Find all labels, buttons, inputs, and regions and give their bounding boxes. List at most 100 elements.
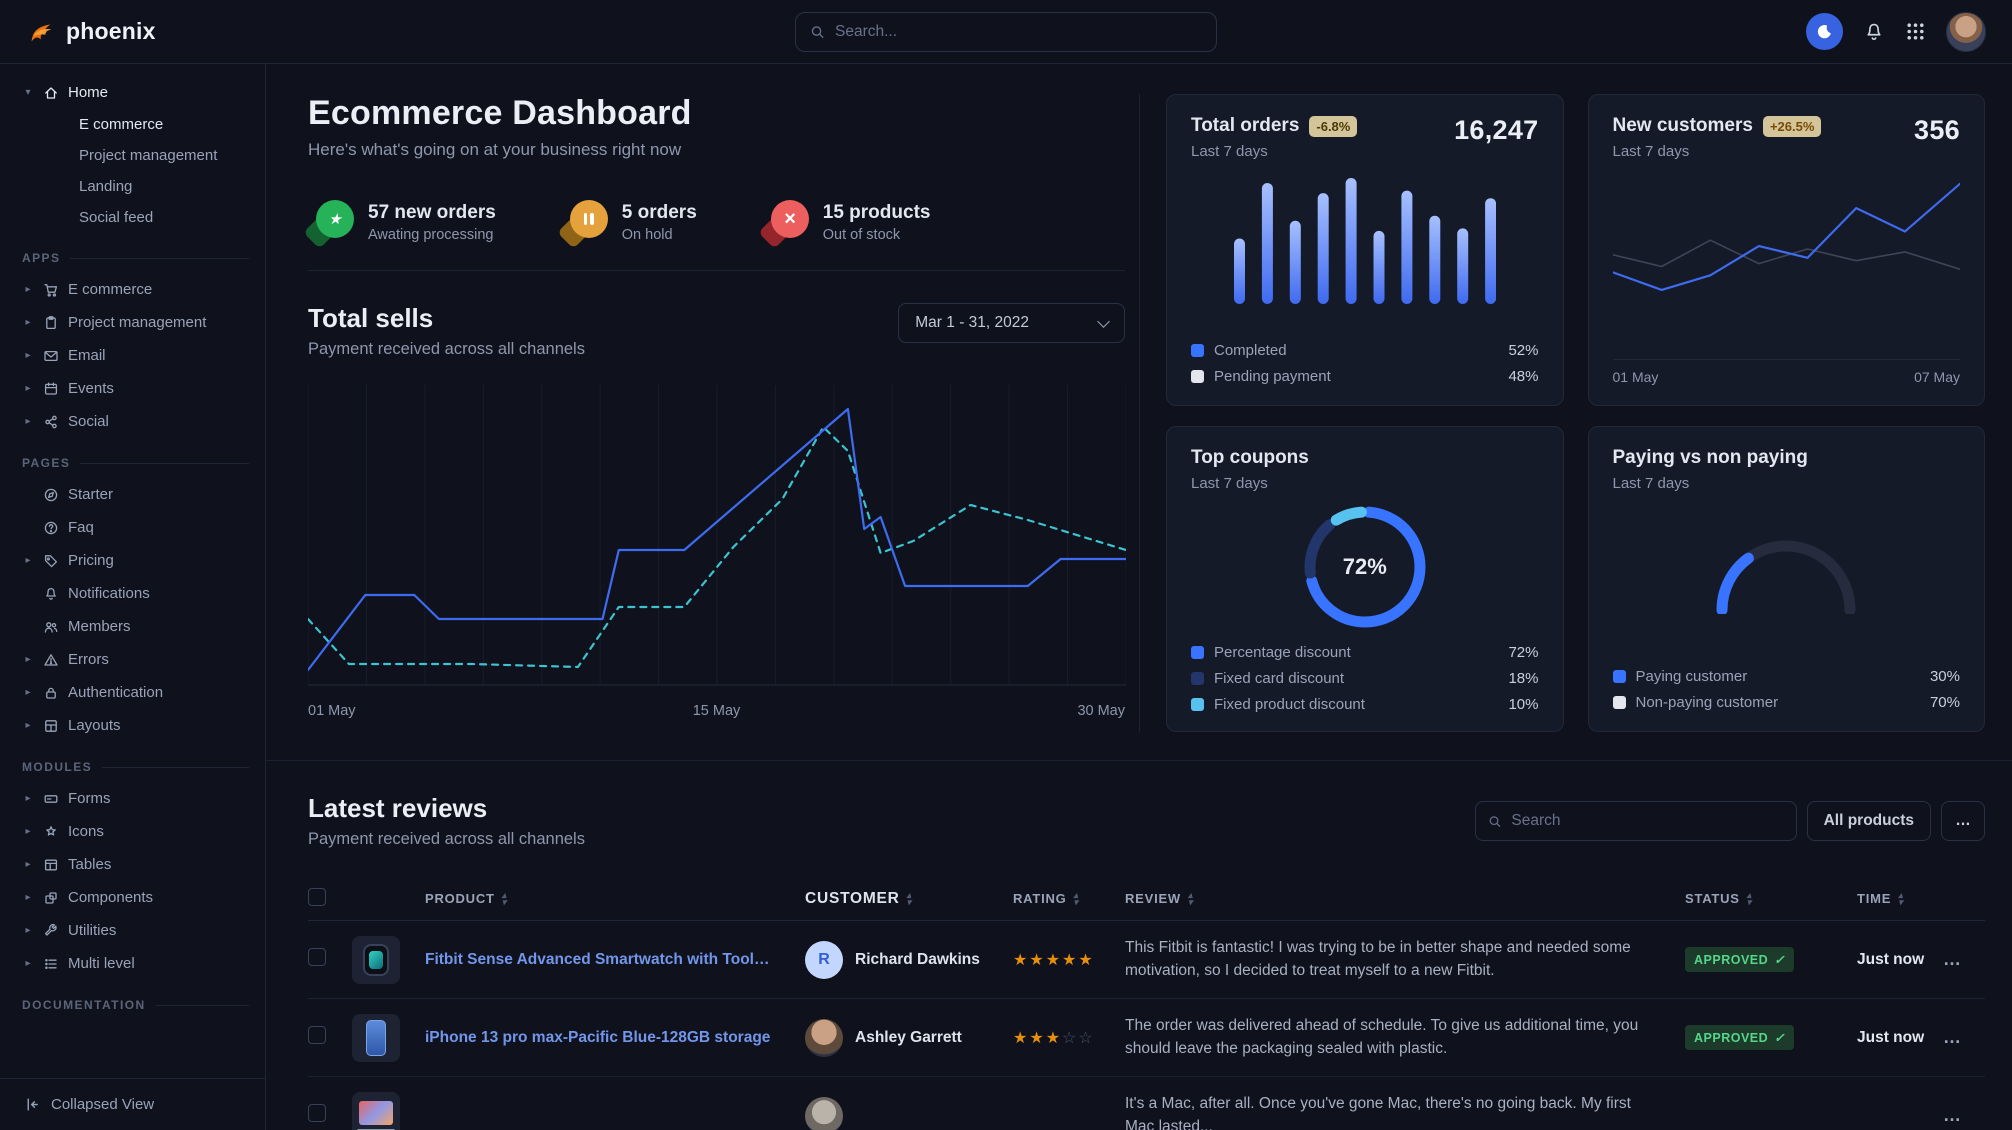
new-customers-value: 356 bbox=[1914, 115, 1960, 145]
star-icon: ★ bbox=[1013, 951, 1030, 969]
row-checkbox[interactable] bbox=[308, 1026, 326, 1044]
chevron-down-icon bbox=[1097, 314, 1110, 328]
top-coupons-donut-chart: 72% bbox=[1298, 500, 1432, 634]
search-input[interactable] bbox=[834, 22, 1202, 41]
x-tick: 15 May bbox=[692, 703, 741, 719]
select-all-checkbox[interactable] bbox=[308, 888, 326, 906]
sidebar-section-label-pages: PAGES bbox=[22, 456, 249, 470]
row-actions-button[interactable]: … bbox=[1943, 949, 1961, 969]
sort-icon[interactable]: ▴ ▾ bbox=[1746, 889, 1753, 907]
collapse-view-button[interactable]: Collapsed View bbox=[0, 1078, 265, 1130]
sidebar-subitem-e-commerce[interactable]: E commerce bbox=[79, 116, 164, 133]
brand[interactable]: phoenix bbox=[26, 17, 156, 47]
review-time: Just now bbox=[1857, 1028, 1925, 1046]
legend-swatch bbox=[1191, 344, 1204, 357]
sidebar-item-multi-level[interactable]: ▸ Multi level bbox=[22, 947, 249, 980]
caret-icon: ▸ bbox=[25, 958, 31, 969]
sidebar-item-forms[interactable]: ▸ Forms bbox=[22, 782, 249, 815]
legend-label: Completed bbox=[1214, 342, 1287, 359]
legend-item-non-paying-customer: Non-paying customer 70% bbox=[1612, 694, 1960, 711]
tag-icon bbox=[44, 554, 58, 567]
total-sells-x-axis: 01 May 15 May 30 May bbox=[308, 703, 1125, 719]
total-sells-title: Total sells bbox=[308, 303, 434, 333]
reviews-search[interactable] bbox=[1474, 801, 1797, 841]
star-icon: ★ bbox=[1013, 1029, 1030, 1047]
column-header-customer: CUSTOMER bbox=[805, 889, 900, 907]
search-icon bbox=[1489, 815, 1500, 827]
sidebar-item-social[interactable]: ▸ Social bbox=[22, 405, 249, 438]
product-link[interactable]: Fitbit Sense Advanced Smartwatch with To… bbox=[425, 950, 775, 968]
row-actions-button[interactable]: … bbox=[1943, 1105, 1961, 1125]
star-icon: ★ bbox=[1029, 1029, 1046, 1047]
sort-icon[interactable]: ▴ ▾ bbox=[1898, 889, 1904, 907]
stat-sublabel: Out of stock bbox=[822, 226, 901, 243]
all-products-button[interactable]: All products bbox=[1806, 801, 1931, 841]
sort-icon[interactable]: ▴ ▾ bbox=[1187, 889, 1194, 907]
star-icon: ★ bbox=[1078, 951, 1095, 969]
date-range-value: Mar 1 - 31, 2022 bbox=[915, 314, 1029, 331]
latest-reviews-header: Latest reviews Payment received across a… bbox=[308, 793, 1985, 849]
date-range-select[interactable]: Mar 1 - 31, 2022 bbox=[898, 303, 1125, 343]
user-avatar[interactable] bbox=[1946, 11, 1986, 52]
latest-reviews-title: Latest reviews bbox=[308, 793, 488, 823]
pause-icon bbox=[583, 213, 594, 225]
sort-icon[interactable]: ▴ ▾ bbox=[1073, 889, 1079, 907]
legend-label: Fixed product discount bbox=[1214, 696, 1365, 713]
sidebar-item-e-commerce[interactable]: ▸ E commerce bbox=[22, 273, 249, 306]
row-checkbox[interactable] bbox=[308, 1104, 326, 1122]
sidebar-item-icons[interactable]: ▸ Icons bbox=[22, 815, 249, 848]
notifications-button[interactable] bbox=[1863, 21, 1885, 43]
row-actions-button[interactable]: … bbox=[1943, 1027, 1961, 1047]
sidebar-item-members[interactable]: Members bbox=[22, 610, 249, 643]
sidebar-item-email[interactable]: ▸ Email bbox=[22, 339, 249, 372]
sort-icon[interactable]: ▴ ▾ bbox=[906, 889, 912, 907]
legend-label: Pending payment bbox=[1214, 368, 1331, 385]
sidebar-item-layouts[interactable]: ▸ Layouts bbox=[22, 709, 249, 742]
sidebar-subitem-project-management[interactable]: Project management bbox=[79, 147, 218, 164]
top-coupons-legend: Percentage discount 72% Fixed card discoun… bbox=[1191, 644, 1539, 713]
sidebar-item-notifications[interactable]: Notifications bbox=[22, 577, 249, 610]
stat-value: 15 products bbox=[822, 201, 931, 223]
column-header-review: REVIEW bbox=[1125, 891, 1181, 906]
sidebar-item-pricing[interactable]: ▸ Pricing bbox=[22, 544, 249, 577]
sidebar-item-faq[interactable]: Faq bbox=[22, 511, 249, 544]
reviews-search-input[interactable] bbox=[1511, 812, 1784, 830]
sidebar-section-label-documentation: DOCUMENTATION bbox=[22, 998, 249, 1012]
users-icon bbox=[44, 621, 58, 633]
column-header-time: TIME bbox=[1857, 891, 1892, 906]
product-link[interactable]: iPhone 13 pro max-Pacific Blue-128GB sto… bbox=[425, 1028, 771, 1046]
sidebar-item-events[interactable]: ▸ Events bbox=[22, 372, 249, 405]
reviews-more-button[interactable]: … bbox=[1941, 801, 1985, 841]
warning-icon bbox=[44, 653, 58, 666]
sidebar-item-tables[interactable]: ▸ Tables bbox=[22, 848, 249, 881]
sort-icon[interactable]: ▴ ▾ bbox=[501, 889, 508, 907]
row-checkbox[interactable] bbox=[308, 948, 326, 966]
review-time: Just now bbox=[1857, 950, 1925, 968]
sidebar-item-utilities[interactable]: ▸ Utilities bbox=[22, 914, 249, 947]
legend-item-pending-payment: Pending payment 48% bbox=[1191, 368, 1539, 385]
sidebar-item-authentication[interactable]: ▸ Authentication bbox=[22, 676, 249, 709]
status-badge: APPROVED ✓ bbox=[1685, 1025, 1795, 1050]
legend-item-paying-customer: Paying customer 30% bbox=[1612, 668, 1960, 685]
list-icon bbox=[45, 958, 57, 969]
apps-grid-button[interactable] bbox=[1905, 21, 1926, 42]
brand-name: phoenix bbox=[66, 18, 156, 44]
paying-legend: Paying customer 30% Non-paying customer 70% bbox=[1612, 668, 1960, 711]
latest-reviews-subtitle: Payment received across all channels bbox=[308, 830, 585, 848]
sidebar-subitem-social-feed[interactable]: Social feed bbox=[79, 209, 154, 226]
sidebar-subitem-landing[interactable]: Landing bbox=[79, 178, 133, 195]
rating-stars: ★★★★★ bbox=[1013, 950, 1125, 970]
legend-value: 18% bbox=[1508, 670, 1539, 687]
sidebar-item-home[interactable]: ▾ Home bbox=[22, 76, 249, 109]
global-search[interactable] bbox=[795, 11, 1217, 52]
caret-icon: ▸ bbox=[25, 416, 31, 427]
card-top-coupons: Top coupons Last 7 days 72% Percentage d… bbox=[1166, 426, 1564, 732]
stat-value: 57 new orders bbox=[368, 201, 496, 223]
sidebar-item-components[interactable]: ▸ Components bbox=[22, 881, 249, 914]
sidebar-item-errors[interactable]: ▸ Errors bbox=[22, 643, 249, 676]
dashboard-left-column: Ecommerce Dashboard Here's what's going … bbox=[303, 94, 1140, 732]
sidebar-item-starter[interactable]: Starter bbox=[22, 478, 249, 511]
avatar: R bbox=[805, 940, 843, 979]
sidebar-item-project-management[interactable]: ▸ Project management bbox=[22, 306, 249, 339]
theme-toggle-button[interactable] bbox=[1806, 13, 1843, 50]
